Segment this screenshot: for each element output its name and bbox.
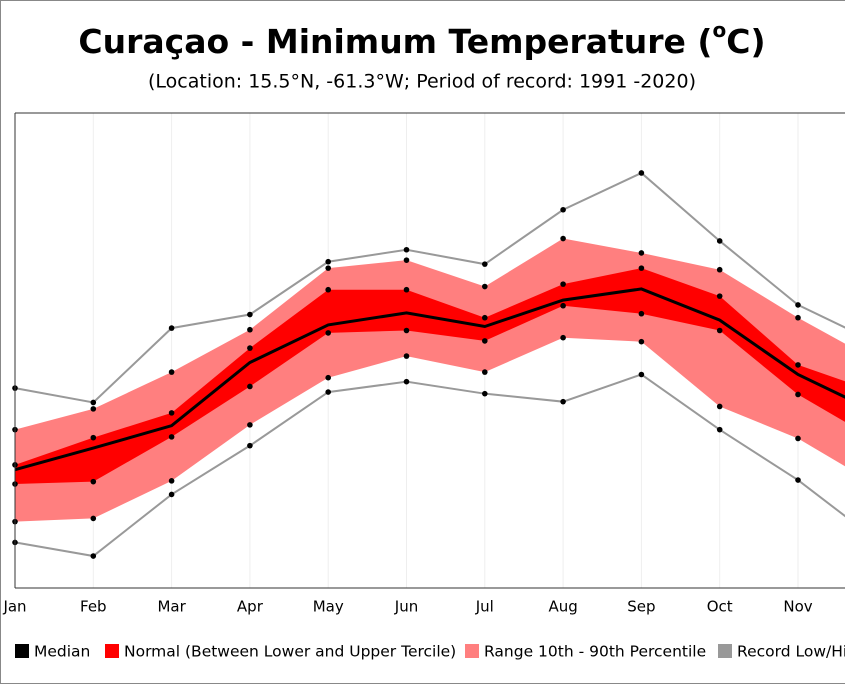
point (795, 314, 801, 321)
x-tick-label: Nov (783, 598, 812, 616)
point (482, 338, 488, 344)
point (403, 327, 410, 334)
line (14, 171, 845, 404)
point (795, 391, 801, 398)
point (482, 369, 488, 375)
line (14, 373, 845, 558)
x-tick-label: Jul (475, 598, 494, 616)
point (482, 261, 488, 267)
point (90, 399, 97, 406)
point (560, 281, 566, 287)
point (795, 302, 801, 308)
point (90, 515, 97, 522)
x-tick-label: May (313, 598, 344, 616)
legend-label: Record Low/High (737, 643, 845, 661)
legend-swatch (15, 644, 29, 658)
point (560, 206, 566, 213)
point (247, 442, 253, 449)
legend-swatch (718, 644, 732, 658)
point (560, 398, 566, 405)
point (247, 383, 253, 390)
point (638, 371, 645, 378)
point (795, 477, 801, 483)
point (638, 265, 645, 271)
point (482, 283, 488, 290)
point (560, 235, 566, 242)
point (247, 422, 253, 428)
point (638, 170, 645, 176)
point (90, 553, 97, 559)
point (482, 314, 488, 321)
point (168, 410, 175, 416)
point (247, 326, 253, 333)
range-band (15, 238, 845, 522)
point (247, 345, 253, 351)
x-tick-label: Apr (237, 598, 264, 616)
x-tick-label: Oct (707, 598, 733, 616)
point (403, 378, 410, 385)
line (14, 287, 845, 472)
x-tick-label: Sep (627, 598, 655, 616)
point (560, 302, 566, 309)
point (325, 258, 332, 265)
x-tick-label: Mar (157, 598, 186, 616)
point (638, 250, 645, 256)
point (638, 338, 645, 345)
point (168, 325, 175, 331)
chart-title: Curaçao - Minimum Temperature (oC) (78, 18, 765, 61)
point (403, 353, 410, 359)
point (168, 478, 175, 484)
point (716, 426, 723, 433)
point (403, 286, 410, 293)
legend-swatch (465, 644, 479, 658)
point (403, 246, 410, 253)
point (90, 478, 97, 485)
point (168, 434, 175, 440)
x-tick-label: Feb (80, 598, 107, 616)
x-tick-label: Jan (2, 598, 26, 616)
x-tick-label: Jun (394, 598, 418, 616)
point (716, 266, 723, 273)
point (90, 406, 97, 412)
point (325, 265, 332, 271)
point (325, 330, 332, 336)
legend-label: Normal (Between Lower and Upper Tercile) (124, 643, 456, 661)
point (716, 403, 723, 410)
point (325, 374, 332, 381)
chart-subtitle: (Location: 15.5°N, -61.3°W; Period of re… (148, 71, 696, 93)
legend-label: Range 10th - 90th Percentile (484, 643, 706, 661)
point (795, 435, 801, 442)
x-tick-label: Aug (548, 598, 577, 616)
point (325, 389, 332, 395)
point (716, 238, 723, 244)
point (638, 310, 645, 317)
point (325, 286, 332, 293)
normal-band (15, 268, 845, 485)
point (716, 327, 723, 334)
point (482, 390, 488, 397)
legend-label: Median (34, 643, 90, 661)
point (403, 257, 410, 263)
point (90, 434, 97, 441)
point (795, 362, 801, 368)
point (247, 311, 253, 318)
point (716, 293, 723, 299)
legend-swatch (105, 644, 119, 658)
point (560, 334, 566, 341)
point (168, 369, 175, 375)
point (168, 491, 175, 498)
